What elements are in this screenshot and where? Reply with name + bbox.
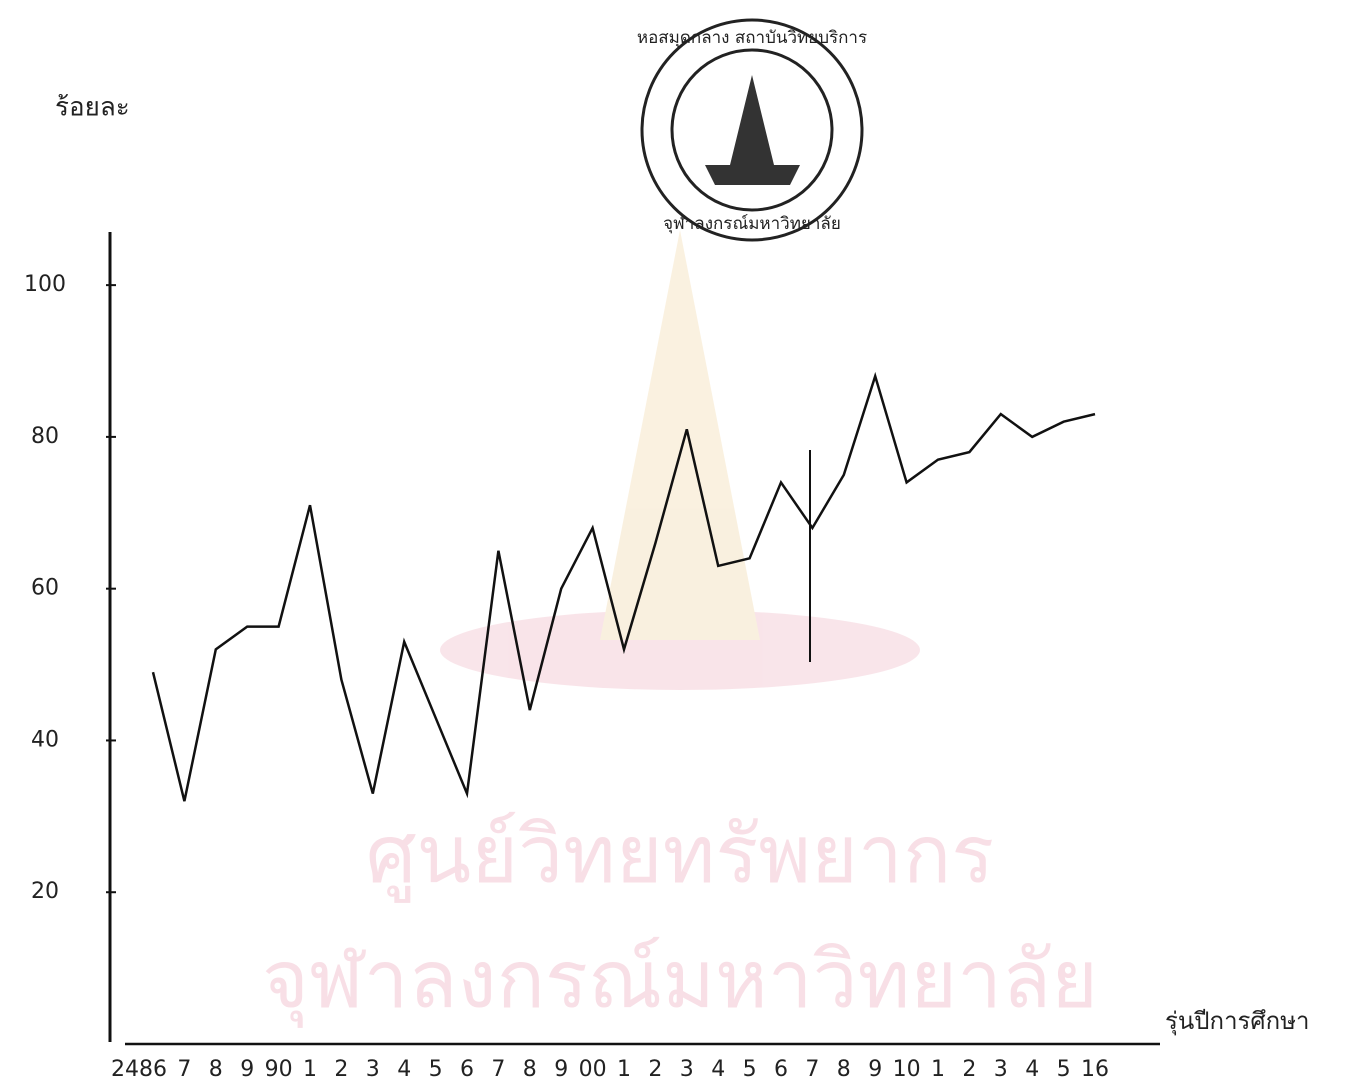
x-tick-label: 2 <box>334 1057 348 1080</box>
x-tick-label: 10 <box>893 1057 921 1080</box>
watermark-text: จุฬาลงกรณ์มหาวิทยาลัย <box>262 933 1098 1028</box>
x-tick-label: 6 <box>460 1057 474 1080</box>
x-axis-label: รุ่นปีการศึกษา <box>1165 1007 1310 1036</box>
x-tick-label: 3 <box>366 1057 380 1080</box>
watermark-shape <box>600 230 760 640</box>
x-tick-label: 7 <box>805 1057 819 1080</box>
x-tick-label: 2 <box>648 1057 662 1080</box>
y-tick-label: 100 <box>24 272 66 297</box>
watermark-shape <box>440 610 920 690</box>
y-tick-label: 20 <box>31 879 59 904</box>
x-tick-label: 8 <box>837 1057 851 1080</box>
watermark: ศูนย์วิทยทรัพยากร จุฬาลงกรณ์มหาวิทยาลัย <box>262 230 1098 1028</box>
x-tick-label: 9 <box>554 1057 568 1080</box>
x-tick-label: 8 <box>209 1057 223 1080</box>
stamp-text: จุฬาลงกรณ์มหาวิทยาลัย <box>663 214 841 234</box>
x-tick-label: 16 <box>1081 1057 1109 1080</box>
stamp-emblem <box>705 75 800 185</box>
x-tick-label: 5 <box>429 1057 443 1080</box>
x-tick-label: 2486 <box>111 1057 167 1080</box>
stamp-ring <box>670 48 834 212</box>
x-tick-label: 4 <box>1025 1057 1039 1080</box>
stamp: หอสมุดกลาง สถาบันวิทยบริการ จุฬาลงกรณ์มห… <box>637 18 867 242</box>
x-tick-label: 7 <box>491 1057 505 1080</box>
x-tick-label: 3 <box>994 1057 1008 1080</box>
x-tick-label: 5 <box>743 1057 757 1080</box>
x-tick-label: 1 <box>931 1057 945 1080</box>
x-tick-label: 3 <box>680 1057 694 1080</box>
x-tick-label: 6 <box>774 1057 788 1080</box>
data-line <box>151 371 1096 802</box>
stamp-text: หอสมุดกลาง สถาบันวิทยบริการ <box>637 28 867 48</box>
x-tick-label: 1 <box>617 1057 631 1080</box>
watermark-text: ศูนย์วิทยทรัพยากร <box>366 808 995 903</box>
x-tick-label: 1 <box>303 1057 317 1080</box>
x-tick-label: 5 <box>1057 1057 1071 1080</box>
x-tick-label: 90 <box>265 1057 293 1080</box>
x-tick-label: 00 <box>579 1057 607 1080</box>
y-tick-label: 40 <box>31 727 59 752</box>
y-tick-label: 80 <box>31 424 59 449</box>
x-tick-label: 9 <box>240 1057 254 1080</box>
y-axis-label: ร้อยละ <box>55 93 130 123</box>
x-tick-label: 8 <box>523 1057 537 1080</box>
x-tick-label: 7 <box>177 1057 191 1080</box>
y-tick-label: 60 <box>31 576 59 601</box>
x-tick-label: 4 <box>397 1057 411 1080</box>
stamp-ring <box>640 18 864 242</box>
x-tick-label: 9 <box>868 1057 882 1080</box>
x-tick-label: 2 <box>962 1057 976 1080</box>
x-tick-label: 4 <box>711 1057 725 1080</box>
